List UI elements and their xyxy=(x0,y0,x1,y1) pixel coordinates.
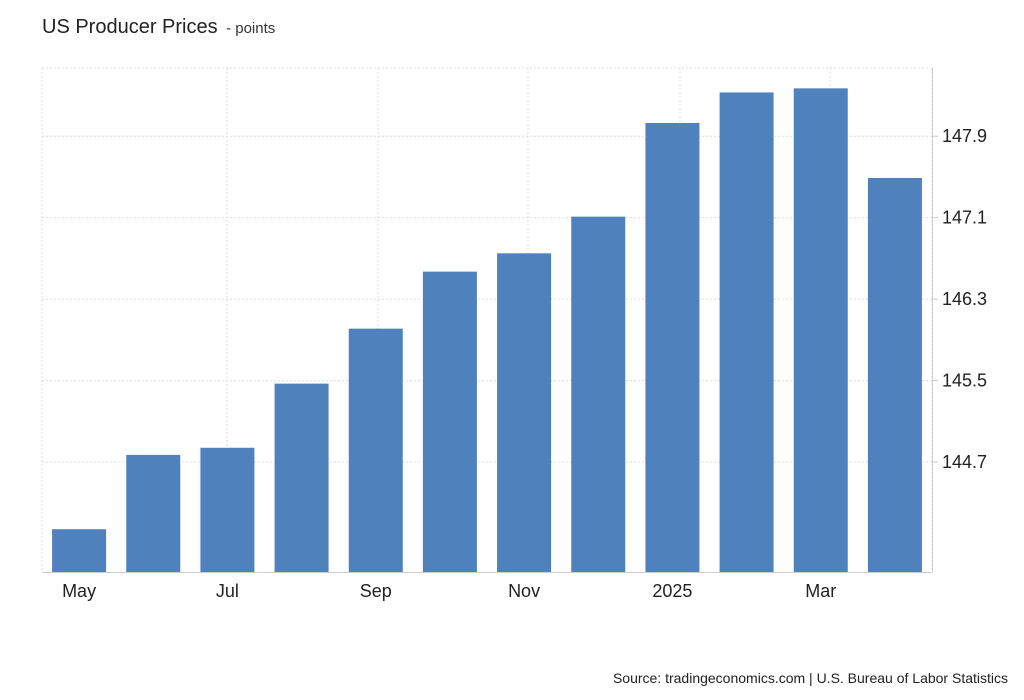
bar xyxy=(274,383,329,572)
y-tick-label: 145.5 xyxy=(942,371,987,391)
y-tick-label: 147.9 xyxy=(942,126,987,146)
x-tick-label: Mar xyxy=(805,581,836,601)
bar xyxy=(719,92,774,572)
bar xyxy=(126,454,181,572)
y-tick-label: 144.7 xyxy=(942,452,987,472)
bar xyxy=(571,216,626,572)
bar xyxy=(348,328,403,572)
bar xyxy=(422,271,477,572)
bar xyxy=(200,447,255,572)
bar xyxy=(497,253,552,573)
source-note: Source: tradingeconomics.com | U.S. Bure… xyxy=(612,670,1008,686)
y-tick-label: 146.3 xyxy=(942,289,987,309)
bar xyxy=(867,177,922,573)
x-tick-label: 2025 xyxy=(652,581,692,601)
x-tick-label: Sep xyxy=(360,581,392,601)
x-tick-label: May xyxy=(62,581,96,601)
bar xyxy=(793,88,848,572)
chart-title-row: US Producer Prices - points xyxy=(42,16,275,39)
bar xyxy=(52,529,107,572)
x-tick-label: Jul xyxy=(216,581,239,601)
bar xyxy=(645,122,700,573)
chart-title: US Producer Prices xyxy=(42,16,218,38)
x-tick-label: Nov xyxy=(508,581,540,601)
chart-unit: - points xyxy=(226,20,276,37)
y-tick-label: 147.1 xyxy=(942,208,987,228)
